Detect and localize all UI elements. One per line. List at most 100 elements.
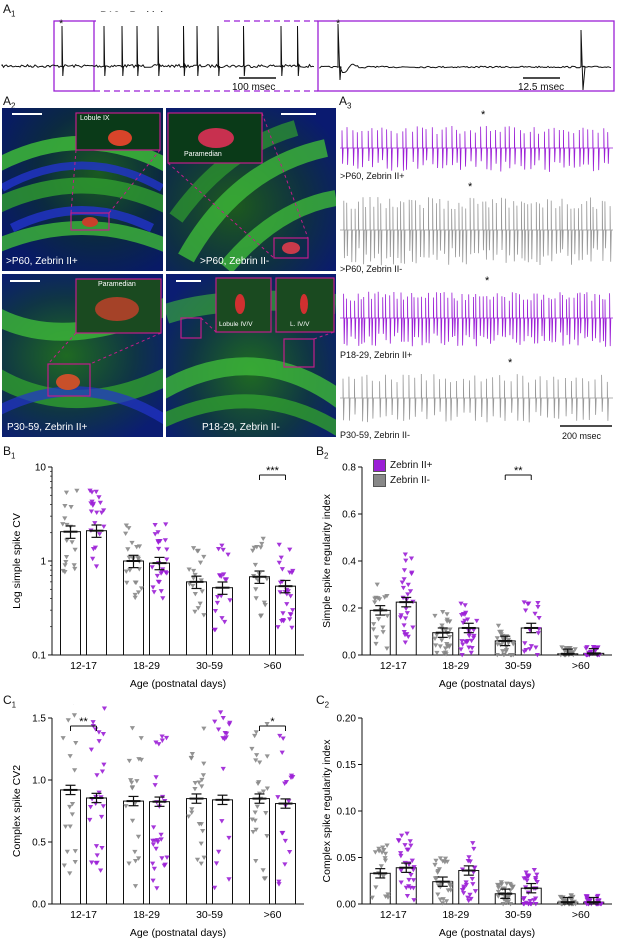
data-point [372,850,378,855]
data-point [433,858,439,864]
bar [186,798,207,905]
data-point [494,636,500,641]
data-point [162,538,168,543]
bar [275,803,296,905]
data-point [222,577,228,582]
data-point [287,850,293,855]
data-point [190,546,197,551]
data-point [264,722,270,727]
data-point [277,580,284,586]
data-point [261,600,267,605]
data-point [98,868,104,873]
data-point [71,713,78,718]
data-point [253,587,259,592]
data-point [123,569,129,574]
a1-star-large: * [336,18,341,30]
data-point [377,597,383,602]
data-point [164,547,170,552]
data-point [495,642,501,647]
data-point [101,508,107,513]
data-point [592,645,598,650]
data-point [435,870,441,875]
data-point [151,590,157,595]
data-point [468,650,474,656]
legend-label-neg: Zebrin II- [390,475,431,486]
y-tick-label: 1.0 [32,776,46,787]
x-tick-label: 30-59 [196,660,223,672]
data-point [61,863,67,868]
data-point [376,849,382,854]
data-point [535,631,541,636]
data-point [407,839,413,844]
data-point [219,819,225,824]
y-tick-label: 0.0 [342,651,356,662]
data-point [252,810,258,815]
data-point [225,552,231,557]
data-point [219,543,225,549]
data-point [264,577,270,582]
data-point [471,635,477,641]
data-point [159,734,165,739]
data-point [382,851,389,857]
data-point [94,853,100,858]
data-point [186,814,192,819]
data-point [127,568,133,573]
data-point [402,552,408,557]
data-point [94,773,100,778]
data-point [290,608,296,613]
data-point [495,885,502,891]
data-point [254,753,260,758]
legend-swatch-pos [373,459,386,472]
data-point [465,617,471,622]
data-point [249,817,255,822]
data-point [201,726,207,732]
data-point [406,884,412,889]
data-point [135,834,142,840]
data-point [470,882,476,887]
data-point [87,817,93,823]
data-point [531,898,537,903]
data-point [463,882,469,888]
data-point [445,888,451,893]
bar [123,560,144,656]
data-point [463,639,469,644]
micrograph-br-inset2-label: L. IV/V [290,321,310,328]
data-point [444,641,450,647]
data-point [410,867,416,873]
data-point [437,644,443,649]
data-point [466,633,472,639]
data-point [276,542,282,548]
panel-label-a2: A2 [3,94,16,111]
data-point [264,834,270,839]
a3-star-4: * [508,357,513,369]
data-point [288,612,294,618]
data-point [501,652,507,658]
data-point [92,521,98,526]
data-point [132,849,138,855]
micrograph-bottom-left: Paramedian P30-59, Zebrin II+ [2,274,163,437]
data-point [192,781,198,786]
data-point [263,811,269,816]
data-point [535,605,541,610]
data-point [439,623,445,628]
data-point [443,652,449,657]
data-point [524,873,530,878]
data-point [88,509,95,514]
data-point [192,609,198,615]
data-point [287,547,293,552]
y-axis-label: Complex spike regularity index [321,739,333,883]
y-tick-label: 0.05 [337,853,357,864]
bar [149,801,170,905]
data-point [124,580,130,586]
data-point [375,617,382,622]
y-tick-label: 0.6 [342,510,356,521]
data-point [384,843,390,848]
data-point [403,558,409,563]
data-point [559,645,565,650]
data-point [409,858,415,864]
data-point [373,641,379,647]
data-point [72,547,78,553]
data-point [378,864,384,869]
data-point [525,602,531,607]
data-point [226,722,232,727]
